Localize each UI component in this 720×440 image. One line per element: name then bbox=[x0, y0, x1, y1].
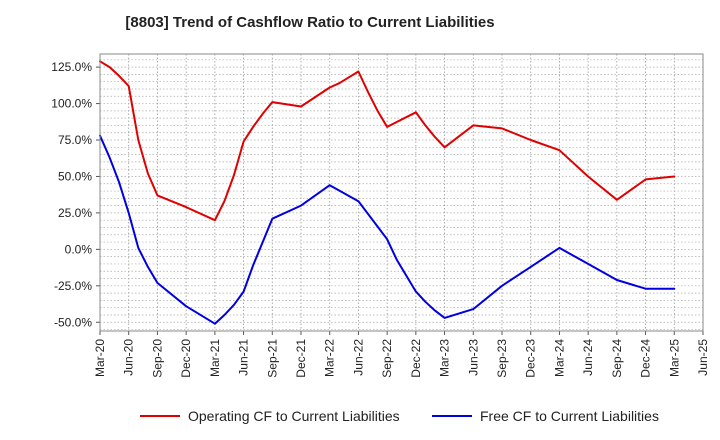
plot-background bbox=[100, 54, 703, 331]
x-tick-label: Dec-20 bbox=[179, 339, 193, 378]
x-tick-label: Jun-25 bbox=[696, 339, 710, 376]
legend-line-free-cf bbox=[432, 415, 472, 417]
legend: Operating CF to Current Liabilities Free… bbox=[0, 405, 720, 427]
legend-label-operating-cf: Operating CF to Current Liabilities bbox=[188, 408, 400, 424]
x-tick-label: Mar-20 bbox=[93, 339, 107, 377]
x-tick-label: Jun-21 bbox=[237, 339, 251, 376]
legend-item-free-cf: Free CF to Current Liabilities bbox=[432, 405, 659, 427]
x-tick-label: Dec-22 bbox=[409, 339, 423, 378]
operating-cf-line bbox=[99, 60, 676, 222]
legend-item-operating-cf: Operating CF to Current Liabilities bbox=[140, 405, 400, 427]
x-tick-label: Jun-22 bbox=[351, 339, 365, 376]
x-tick-label: Mar-23 bbox=[438, 339, 452, 377]
free-cf-line bbox=[99, 134, 676, 325]
y-tick-label: 100.0% bbox=[51, 97, 92, 111]
axes: Mar-20 Jun-20 Sep-20 Dec-20 Mar-21 Jun-21 Sep-… bbox=[51, 60, 710, 378]
y-tick-label: 125.0% bbox=[51, 60, 92, 74]
y-tick-label: 25.0% bbox=[58, 206, 92, 220]
x-tick-label: Sep-21 bbox=[265, 339, 279, 378]
y-tick-label: 75.0% bbox=[58, 133, 92, 147]
series-layer bbox=[99, 60, 676, 325]
x-tick-label: Sep-23 bbox=[495, 339, 509, 378]
y-tick-label: -50.0% bbox=[54, 315, 92, 329]
x-tick-label: Dec-24 bbox=[639, 339, 653, 378]
plot-frame bbox=[99, 53, 704, 332]
x-tick-label: Dec-21 bbox=[294, 339, 308, 378]
x-tick-label: Sep-20 bbox=[150, 339, 164, 378]
x-tick-label: Mar-22 bbox=[323, 339, 337, 377]
x-tick-label: Dec-23 bbox=[524, 339, 538, 378]
grid bbox=[99, 54, 704, 331]
y-tick-label: 50.0% bbox=[58, 169, 92, 183]
x-tick-label: Sep-24 bbox=[610, 339, 624, 378]
x-tick-label: Jun-20 bbox=[122, 339, 136, 376]
x-tick-label: Mar-25 bbox=[667, 339, 681, 377]
chart-title: [8803] Trend of Cashflow Ratio to Curren… bbox=[125, 14, 495, 31]
x-tick-label: Mar-24 bbox=[552, 339, 566, 377]
y-tick-label: -25.0% bbox=[54, 279, 92, 293]
x-tick-label: Jun-24 bbox=[581, 339, 595, 376]
legend-line-operating-cf bbox=[140, 415, 180, 417]
y-tick-label: 0.0% bbox=[65, 242, 93, 256]
legend-label-free-cf: Free CF to Current Liabilities bbox=[480, 408, 659, 424]
x-tick-label: Jun-23 bbox=[466, 339, 480, 376]
x-tick-label: Mar-21 bbox=[208, 339, 222, 377]
x-tick-label: Sep-22 bbox=[380, 339, 394, 378]
